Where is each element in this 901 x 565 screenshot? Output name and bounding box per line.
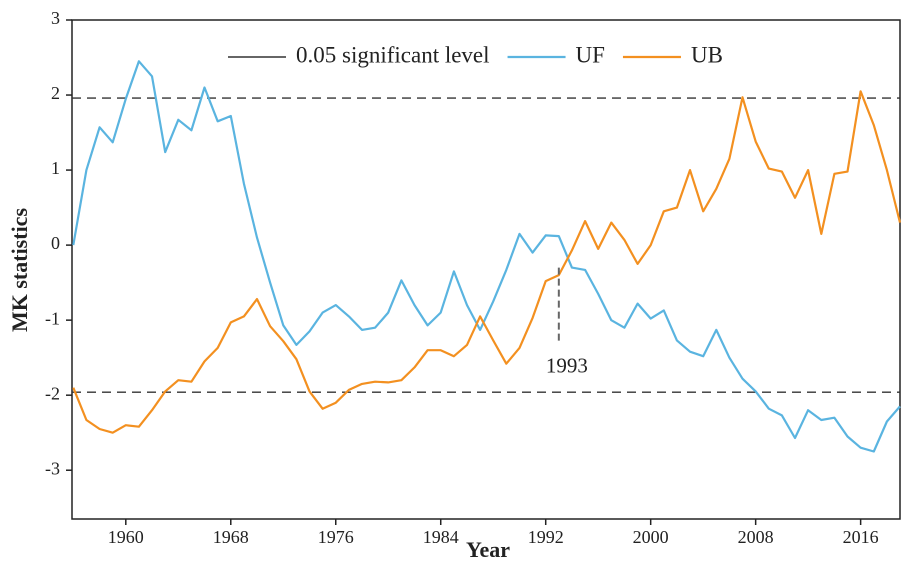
x-tick-label: 1976	[318, 527, 354, 547]
y-tick-label: -3	[45, 458, 60, 478]
legend-label: UF	[576, 42, 605, 67]
x-tick-label: 2000	[633, 527, 669, 547]
y-tick-label: -1	[45, 308, 60, 328]
x-tick-label: 1984	[423, 527, 459, 547]
x-tick-label: 1968	[213, 527, 249, 547]
y-tick-label: -2	[45, 383, 60, 403]
series-line	[72, 60, 901, 453]
y-tick-label: 1	[51, 158, 60, 178]
plot-area	[72, 60, 901, 453]
legend-label: 0.05 significant level	[296, 42, 490, 67]
y-tick-label: 3	[51, 8, 60, 28]
y-tick-label: 0	[51, 233, 60, 253]
x-tick-label: 1960	[108, 527, 144, 547]
y-axis-label: MK statistics	[7, 208, 32, 332]
x-tick-label: 2016	[843, 527, 879, 547]
y-tick-label: 2	[51, 83, 60, 103]
x-tick-label: 1992	[528, 527, 564, 547]
x-axis-label: Year	[466, 537, 510, 562]
x-tick-label: 2008	[738, 527, 774, 547]
series-line	[72, 90, 901, 434]
plot-frame	[71, 19, 901, 520]
annotation-label: 1993	[546, 353, 588, 377]
legend-label: UB	[691, 42, 723, 67]
